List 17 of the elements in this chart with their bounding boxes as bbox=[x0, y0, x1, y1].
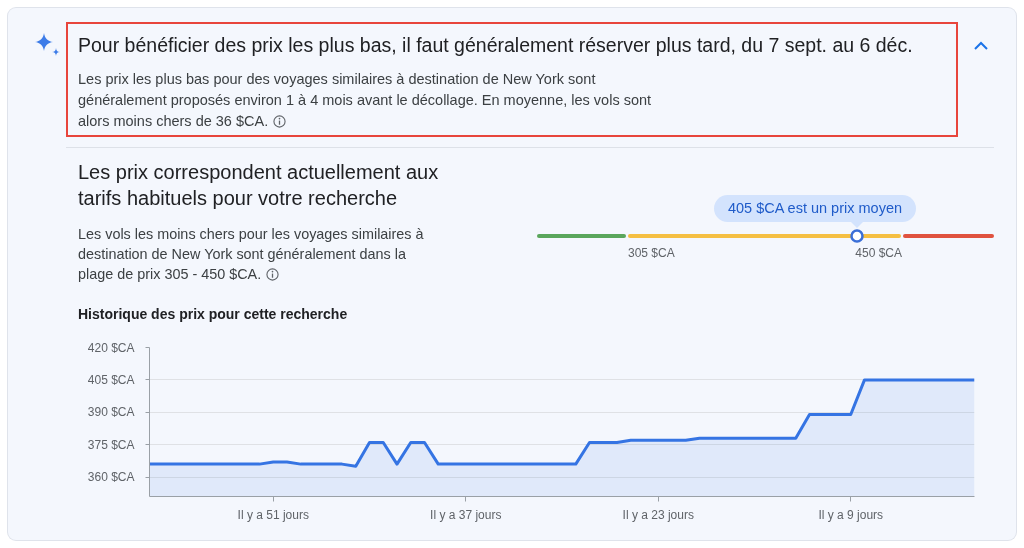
y-tick-label: 390 $CA bbox=[87, 405, 135, 420]
text: Les prix les plus bas pour des voyages similaires à destination de New York sont généralement proposés environ 1 à 4 mois avant le décollage. En moyenne, les vols sont alors moins chers de 36 $CA. bbox=[78, 70, 653, 131]
y-tick-label: 420 $CA bbox=[87, 340, 135, 355]
text: Pour bénéficier des prix les plus bas, il faut généralement réserver plus tard, du 7 sept. au 6 déc. bbox=[78, 33, 914, 57]
x-tick-label: Il y a 51 jours bbox=[237, 507, 309, 522]
y-tick-label: 375 $CA bbox=[87, 437, 135, 452]
y-tick-label: 360 $CA bbox=[87, 470, 135, 485]
text: Les prix correspondent actuellement aux tarifs habituels pour votre recherche bbox=[78, 160, 440, 211]
text: 450 $CA bbox=[854, 246, 902, 260]
text: 405 $CA est un prix moyen bbox=[714, 195, 916, 222]
chart-title: Historique des prix pour cette recherche bbox=[78, 305, 348, 323]
x-tick-label: Il y a 23 jours bbox=[622, 507, 694, 522]
y-tick-label: 405 $CA bbox=[87, 372, 135, 387]
x-tick-label: Il y a 37 jours bbox=[430, 507, 502, 522]
text: 305 $CA bbox=[628, 246, 675, 260]
text: Les vols les moins chers pour les voyages similaires à destination de New York sont généralement dans la plage de prix 305 - 450 $CA. bbox=[78, 225, 425, 284]
x-tick-label: Il y a 9 jours bbox=[818, 507, 884, 522]
